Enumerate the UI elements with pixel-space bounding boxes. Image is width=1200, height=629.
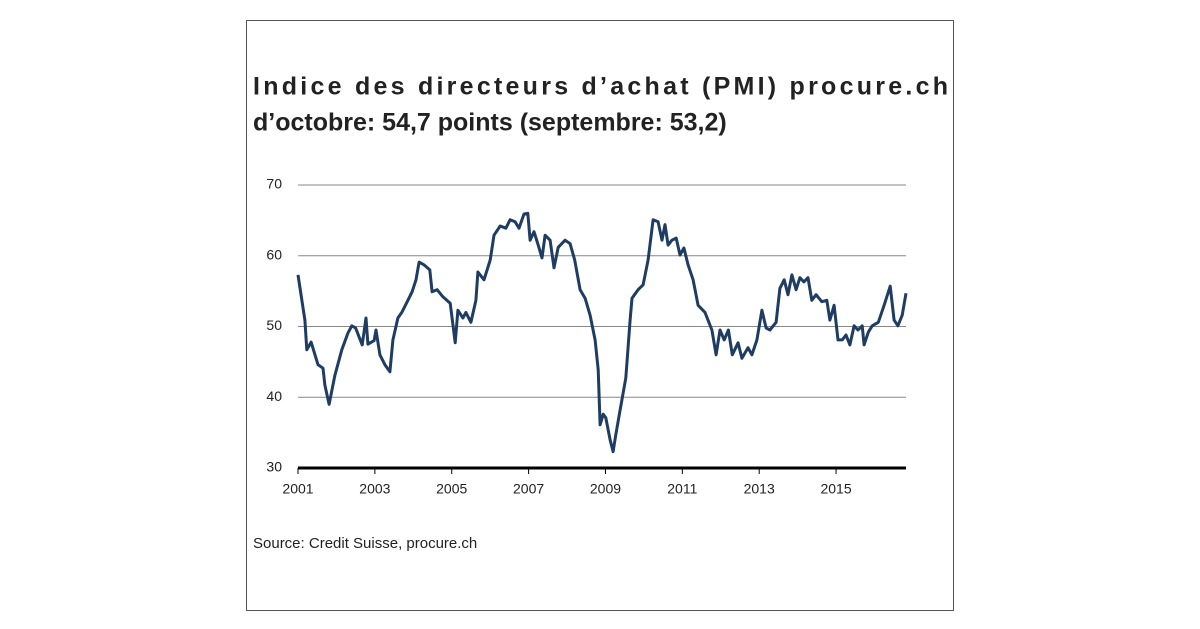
y-tick-label: 40 [266,388,282,404]
y-tick-label: 60 [266,246,282,262]
source: Source: Credit Suisse, procure.ch [253,535,477,552]
chart-title: Indice des directeurs d’achat (PMI) proc… [253,73,948,101]
x-tick-label: 2001 [282,481,313,497]
y-tick-label: 70 [266,176,282,192]
x-tick-label: 2003 [359,481,390,497]
x-tick-label: 2013 [744,481,775,497]
chart-subtitle: d’octobre: 54,7 points (septembre: 53,2) [253,109,727,137]
x-tick-label: 2009 [590,481,621,497]
x-tick-label: 2005 [436,481,467,497]
x-tick-label: 2015 [820,481,851,497]
pmi-line [296,211,908,454]
x-tick-label: 2007 [513,481,544,497]
y-tick-label: 30 [266,459,282,475]
y-tick-label: 50 [266,317,282,333]
frame [246,20,954,611]
x-tick-label: 2011 [667,481,697,497]
